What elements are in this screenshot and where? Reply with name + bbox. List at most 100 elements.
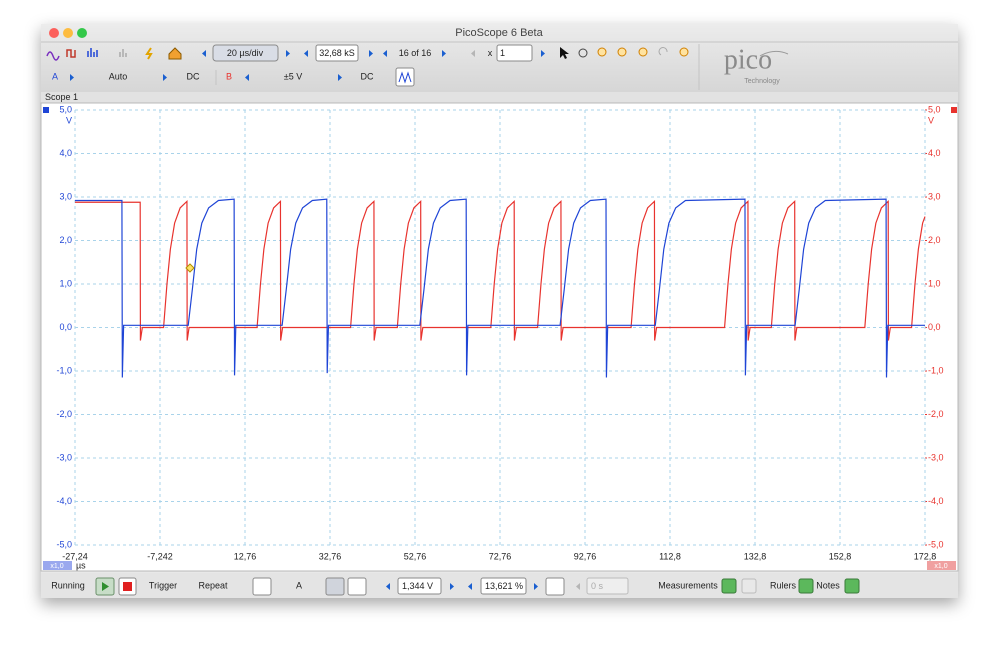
- y2-tick-label: -3,0: [928, 452, 944, 462]
- undo-zoom: [658, 47, 668, 56]
- auto-setup[interactable]: [145, 47, 153, 60]
- waveform: [75, 199, 926, 341]
- trigger-level: 1,344 V: [402, 581, 433, 591]
- channel-a-marker: [43, 107, 49, 113]
- y2-tick-label: 0,0: [928, 322, 941, 332]
- channel-options-icon: [398, 71, 412, 84]
- add-measurement[interactable]: [721, 578, 737, 594]
- arrow-right[interactable]: [450, 583, 454, 590]
- x-tick-label: 172,8: [914, 551, 937, 561]
- y-tick-label: -3,0: [56, 452, 72, 462]
- logo-swoosh: [759, 50, 789, 57]
- channel-a-name: A: [52, 71, 58, 81]
- y-axis-unit: V: [66, 115, 72, 125]
- arrow-left[interactable]: [245, 74, 249, 81]
- zoom-tools[interactable]: [597, 47, 689, 57]
- arrow-left: [471, 50, 475, 57]
- scale-badge-bg: [927, 561, 956, 570]
- notes-button[interactable]: [844, 578, 860, 594]
- channel-a-range: Auto: [109, 71, 128, 81]
- spectrum-mode[interactable]: [87, 48, 98, 57]
- y2-tick-label: -5,0: [928, 539, 944, 549]
- x-axis-unit: µs: [76, 560, 86, 570]
- pretrigger-box[interactable]: [480, 577, 527, 595]
- level-box[interactable]: [397, 577, 442, 595]
- scope-tab[interactable]: Scope 1: [45, 92, 78, 102]
- hand-tool[interactable]: [578, 48, 588, 58]
- x-tick-label: -27,24: [62, 551, 88, 561]
- y-tick-label: 0,0: [59, 322, 72, 332]
- rulers-button[interactable]: [798, 578, 814, 594]
- zoom-button[interactable]: [77, 28, 87, 38]
- trigger-label: Trigger: [149, 580, 177, 590]
- y2-tick-label: -1,0: [928, 365, 944, 375]
- scale-badge-bg: [43, 561, 72, 570]
- y2-tick-label: 4,0: [928, 148, 941, 158]
- rising-edge[interactable]: [325, 577, 345, 596]
- pointer-tool[interactable]: [560, 47, 569, 59]
- arrow-left[interactable]: [468, 583, 472, 590]
- y-tick-label: -1,0: [56, 365, 72, 375]
- y2-tick-label: 1,0: [928, 278, 941, 288]
- timebase-box[interactable]: [212, 44, 279, 62]
- falling-edge[interactable]: [347, 577, 367, 596]
- y2-tick-label: -2,0: [928, 409, 944, 419]
- arrow-right[interactable]: [70, 74, 74, 81]
- edit-measurement: [741, 578, 757, 594]
- trigger-mode[interactable]: Repeat: [198, 580, 228, 590]
- home[interactable]: [168, 47, 182, 60]
- arrow-right[interactable]: [369, 50, 373, 57]
- arrow-right[interactable]: [534, 583, 538, 590]
- measurements-label: Measurements: [658, 580, 718, 590]
- arrow-left[interactable]: [386, 583, 390, 590]
- y2-tick-label: 2,0: [928, 235, 941, 245]
- y-tick-label: 4,0: [59, 148, 72, 158]
- arrow-right[interactable]: [338, 74, 342, 81]
- advanced-trigger[interactable]: [545, 577, 565, 596]
- plot-area: [40, 102, 959, 572]
- x-tick-label: 32,76: [319, 551, 342, 561]
- arrow-left[interactable]: [383, 50, 387, 57]
- y2-tick-label: -4,0: [928, 496, 944, 506]
- y-tick-label: 5,0: [59, 104, 72, 114]
- scale-badge: x1,0: [934, 563, 947, 570]
- arrow-left[interactable]: [202, 50, 206, 57]
- waveform: [75, 198, 925, 378]
- minimize-button[interactable]: [63, 28, 73, 38]
- zoom-box[interactable]: [496, 44, 533, 62]
- delay: 0 s: [591, 581, 604, 591]
- plot: 5,0 4,0 3,0 2,0 1,0 0,0 -1,0 -2,0 -3,0 -4,0 -5,0 5,…: [43, 104, 956, 570]
- channel-b-coupling: DC: [361, 71, 374, 81]
- scale-badge: x1,0: [50, 563, 63, 570]
- serial-mode: [119, 49, 127, 57]
- x-tick-label: 72,76: [489, 551, 512, 561]
- start-icon: [102, 582, 109, 591]
- logo: pico: [724, 44, 772, 75]
- arrow-left[interactable]: [304, 50, 308, 57]
- close-button[interactable]: [49, 28, 59, 38]
- arrow-right[interactable]: [442, 50, 446, 57]
- samples-box[interactable]: [315, 44, 359, 62]
- y-tick-label: -4,0: [56, 496, 72, 506]
- y-tick-label: 3,0: [59, 191, 72, 201]
- pretrigger: 13,621 %: [485, 581, 523, 591]
- rulers-label: Rulers: [770, 580, 797, 590]
- trigger-type[interactable]: [252, 577, 272, 596]
- arrow-right[interactable]: [286, 50, 290, 57]
- persistence-mode[interactable]: [66, 49, 76, 58]
- arrow-right[interactable]: [163, 74, 167, 81]
- trigger-marker: [185, 263, 195, 273]
- channel-b-range: ±5 V: [284, 71, 302, 81]
- x-tick-label: 152,8: [829, 551, 852, 561]
- y-tick-label: -2,0: [56, 409, 72, 419]
- zoom-factor: 1: [500, 48, 505, 58]
- arrow-left: [576, 583, 580, 590]
- arrow-right[interactable]: [541, 50, 545, 57]
- x-tick-label: 112,8: [659, 551, 681, 561]
- channel-options[interactable]: [395, 67, 415, 87]
- y2-tick-label: 3,0: [928, 191, 941, 201]
- scope-mode[interactable]: [46, 51, 60, 61]
- trigger-source[interactable]: A: [296, 580, 302, 590]
- timebase: 20 µs/div: [227, 48, 264, 58]
- x-tick-label: 132,8: [744, 551, 767, 561]
